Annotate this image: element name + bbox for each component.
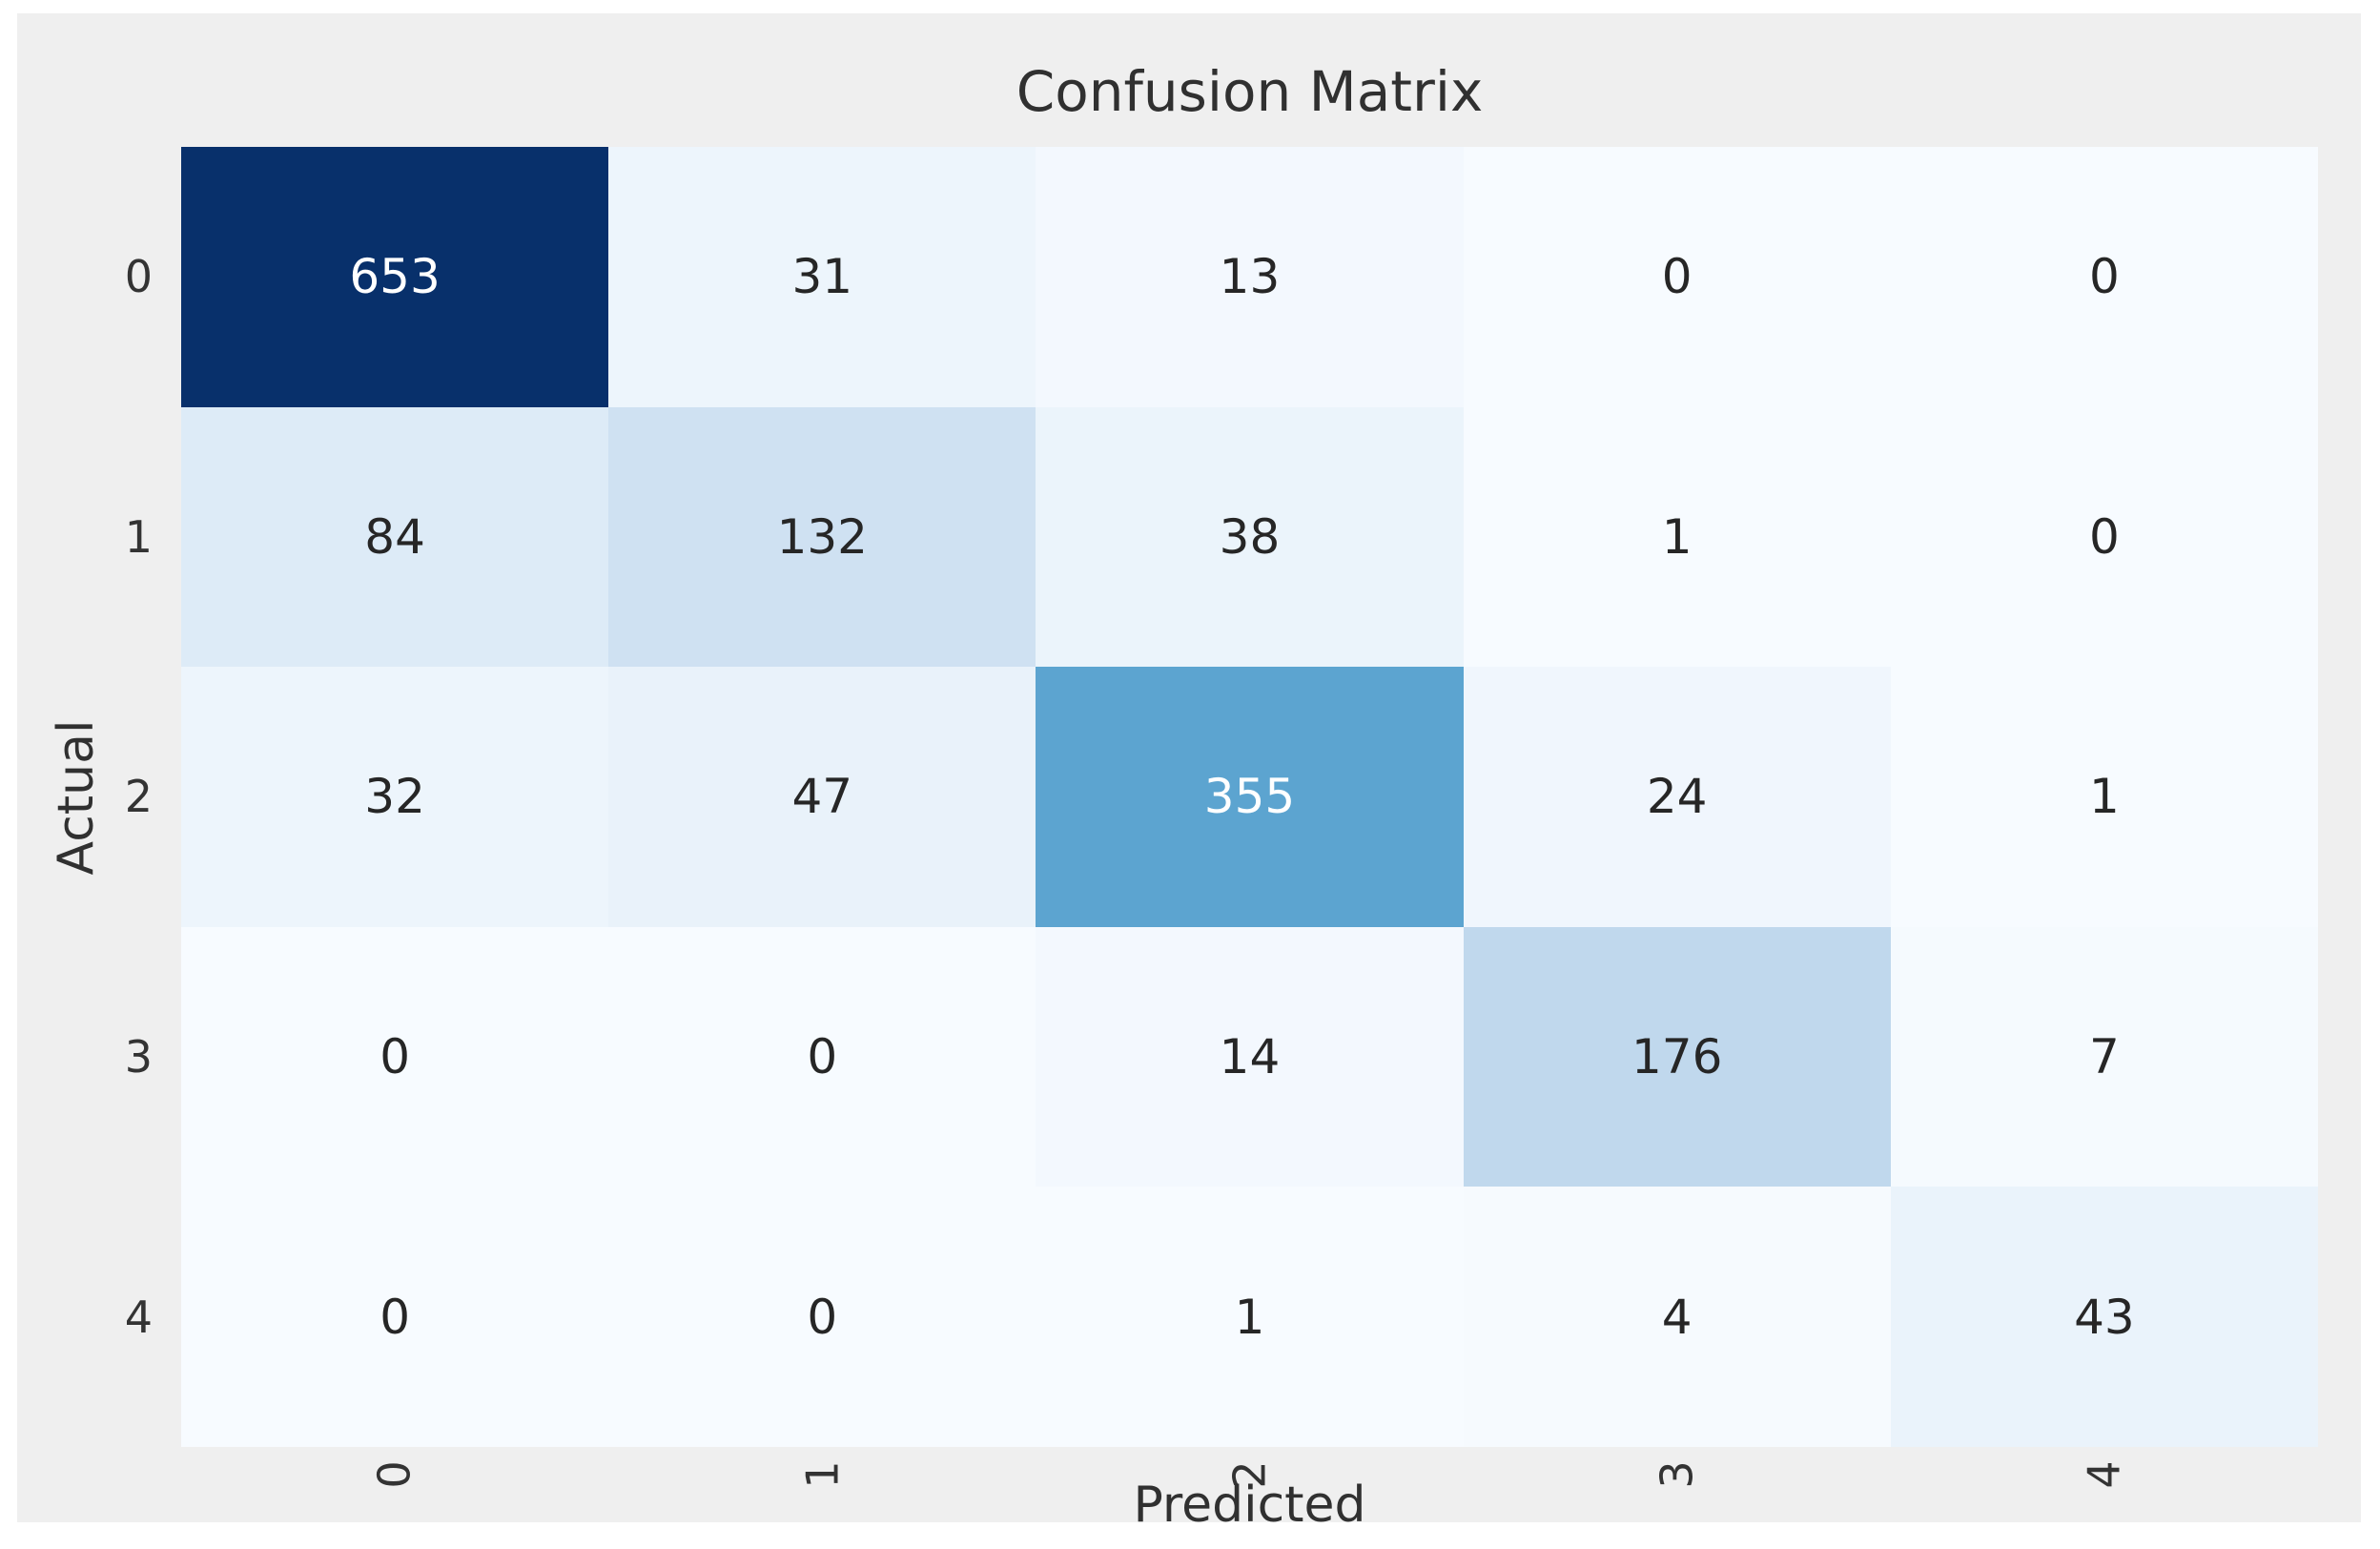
heatmap-grid: 653 31 13 0 0 84 132 38 1 0 32 47 355 24 1 0 0 14 176 7 0 0 1 4… (181, 147, 2318, 1447)
y-tick-label: 3 (124, 1031, 153, 1084)
heatmap-cell: 14 (1036, 926, 1464, 1188)
heatmap-cell: 0 (1890, 147, 2318, 407)
cell-value: 132 (776, 508, 868, 565)
x-axis-label: Predicted (1133, 1477, 1366, 1534)
heatmap-cell: 0 (608, 1187, 1036, 1447)
y-axis-label: Actual (48, 719, 105, 876)
cell-value: 7 (2088, 1029, 2120, 1085)
cell-value: 176 (1631, 1029, 1723, 1085)
cell-value: 0 (807, 1029, 838, 1085)
heatmap-cell: 0 (1890, 406, 2318, 668)
y-tick-label: 0 (124, 251, 153, 303)
cell-value: 1 (2088, 769, 2120, 825)
cell-value: 0 (2088, 508, 2120, 565)
heatmap-cell: 1 (1890, 667, 2318, 927)
heatmap-cell: 653 (181, 147, 609, 407)
cell-value: 0 (1661, 249, 1693, 305)
cell-value: 653 (349, 249, 441, 305)
cell-value: 0 (807, 1289, 838, 1345)
heatmap-cell: 24 (1463, 667, 1891, 927)
heatmap-cell: 1 (1463, 406, 1891, 668)
cell-value: 14 (1219, 1029, 1281, 1085)
cell-value: 13 (1219, 249, 1281, 305)
cell-value: 24 (1646, 769, 1708, 825)
y-tick-label: 4 (124, 1291, 153, 1343)
cell-value: 1 (1661, 508, 1693, 565)
figure-background: Confusion Matrix 653 31 13 0 0 84 132 38 1 0 32 47 3… (17, 13, 2361, 1534)
cell-value: 0 (380, 1289, 410, 1345)
heatmap-cell: 13 (1036, 147, 1464, 407)
heatmap-cell: 1 (1036, 1187, 1464, 1447)
y-axis-ticks: 0 1 2 3 4 (17, 147, 168, 1447)
chart-title: Confusion Matrix (1016, 59, 1484, 124)
heatmap-cell: 31 (608, 147, 1036, 407)
cell-value: 31 (791, 249, 853, 305)
cell-value: 0 (380, 1029, 410, 1085)
heatmap-cell: 43 (1890, 1187, 2318, 1447)
heatmap-cell: 0 (181, 1187, 609, 1447)
cell-value: 32 (364, 769, 425, 825)
cell-value: 43 (2074, 1289, 2135, 1345)
y-tick-label: 1 (124, 510, 153, 563)
cell-value: 84 (364, 508, 425, 565)
heatmap-cell: 176 (1463, 926, 1891, 1188)
cell-value: 47 (791, 769, 853, 825)
heatmap-cell: 4 (1463, 1187, 1891, 1447)
heatmap-cell: 32 (181, 667, 609, 927)
heatmap-cell: 0 (608, 926, 1036, 1188)
heatmap-cell: 0 (1463, 147, 1891, 407)
heatmap-cell: 132 (608, 406, 1036, 668)
cell-value: 1 (1234, 1289, 1265, 1345)
cell-value: 38 (1219, 508, 1281, 565)
heatmap-cell: 0 (181, 926, 609, 1188)
heatmap-cell: 84 (181, 406, 609, 668)
heatmap-cell: 355 (1036, 667, 1464, 927)
heatmap-cell: 38 (1036, 406, 1464, 668)
cell-value: 4 (1661, 1289, 1693, 1345)
cell-value: 355 (1203, 769, 1296, 825)
cell-value: 0 (2088, 249, 2120, 305)
heatmap-cell: 7 (1890, 926, 2318, 1188)
heatmap-cell: 47 (608, 667, 1036, 927)
y-tick-label: 2 (124, 771, 153, 823)
